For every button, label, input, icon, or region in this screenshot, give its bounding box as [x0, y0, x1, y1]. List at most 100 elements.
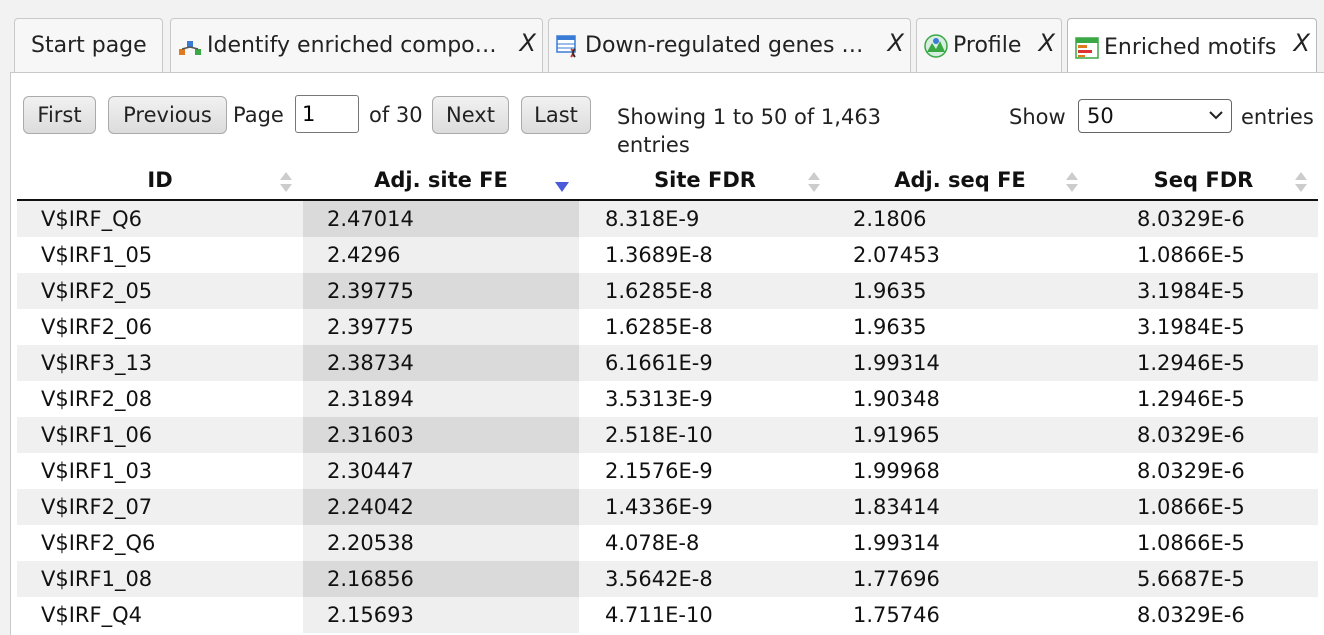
cell-adj-site-fe: 2.24042	[303, 489, 579, 525]
table-row[interactable]: V$IRF2_Q6 2.20538 4.078E-8 1.99314 1.0866E-5	[17, 525, 1318, 561]
cell-seq-fdr: 5.6687E-5	[1089, 561, 1318, 597]
cell-adj-seq-fe: 1.99314	[831, 345, 1089, 381]
cell-site-fdr: 1.6285E-8	[579, 309, 831, 345]
cell-adj-seq-fe: 2.07453	[831, 237, 1089, 273]
first-page-button[interactable]: First	[23, 96, 96, 134]
tab-down-regulated-genes[interactable]: Down-regulated genes … X	[548, 18, 911, 72]
column-header-seq-fdr[interactable]: Seq FDR	[1089, 161, 1318, 201]
tab-label: Identify enriched compo…	[207, 33, 497, 58]
tab-start-page[interactable]: Start page	[14, 18, 163, 72]
cell-site-fdr: 3.5642E-8	[579, 561, 831, 597]
tab-label: Enriched motifs	[1104, 35, 1277, 60]
table-row[interactable]: V$IRF1_03 2.30447 2.1576E-9 1.99968 8.0329E-…	[17, 453, 1318, 489]
profile-icon	[924, 33, 948, 58]
table-row[interactable]: V$IRF1_05 2.4296 1.3689E-8 2.07453 1.0866E-5	[17, 237, 1318, 273]
table-row[interactable]: V$IRF1_08 2.16856 3.5642E-8 1.77696 5.6687E-…	[17, 561, 1318, 597]
tab-bar: Start page Identify enriched compo… X Do…	[0, 0, 1324, 76]
tab-label: Profile	[953, 33, 1022, 58]
close-icon[interactable]: X	[519, 29, 536, 57]
entries-label: entries	[1241, 105, 1314, 129]
page-label: Page	[233, 103, 284, 127]
tab-label: Start page	[31, 33, 147, 58]
table-row[interactable]: V$IRF_Q4 2.15693 4.711E-10 1.75746 8.0329E-6	[17, 597, 1318, 633]
tab-profile[interactable]: Profile X	[916, 18, 1062, 72]
entries-per-page-value: 50	[1087, 104, 1114, 128]
cell-adj-seq-fe: 1.90348	[831, 381, 1089, 417]
cell-id: V$IRF1_08	[17, 561, 303, 597]
cell-site-fdr: 6.1661E-9	[579, 345, 831, 381]
show-label: Show	[1009, 105, 1066, 129]
sort-icon	[808, 172, 820, 192]
sort-icon	[1066, 172, 1078, 192]
cell-id: V$IRF3_13	[17, 345, 303, 381]
cell-site-fdr: 4.711E-10	[579, 597, 831, 633]
tab-label: Down-regulated genes …	[585, 33, 864, 58]
cell-id: V$IRF_Q4	[17, 597, 303, 633]
cell-id: V$IRF2_06	[17, 309, 303, 345]
column-header-adj-seq-fe[interactable]: Adj. seq FE	[831, 161, 1089, 201]
tab-enriched-motifs[interactable]: Enriched motifs X	[1067, 18, 1317, 76]
page-count-label: of 30	[369, 103, 423, 127]
sort-icon	[1295, 172, 1307, 192]
cell-adj-site-fe: 2.16856	[303, 561, 579, 597]
cell-seq-fdr: 8.0329E-6	[1089, 417, 1318, 453]
cell-adj-site-fe: 2.15693	[303, 597, 579, 633]
cell-id: V$IRF2_05	[17, 273, 303, 309]
cell-seq-fdr: 8.0329E-6	[1089, 200, 1318, 237]
next-page-button[interactable]: Next	[432, 96, 509, 134]
table-icon	[1075, 36, 1099, 59]
close-icon[interactable]: X	[1293, 29, 1310, 57]
cell-site-fdr: 3.5313E-9	[579, 381, 831, 417]
close-icon[interactable]: X	[1038, 29, 1055, 57]
cell-id: V$IRF_Q6	[17, 200, 303, 237]
cell-seq-fdr: 8.0329E-6	[1089, 597, 1318, 633]
table-row[interactable]: V$IRF3_13 2.38734 6.1661E-9 1.99314 1.2946E-…	[17, 345, 1318, 381]
table-row[interactable]: V$IRF2_05 2.39775 1.6285E-8 1.9635 3.1984E-5	[17, 273, 1318, 309]
content-panel: First Previous Page of 30 Next Last Show…	[10, 72, 1324, 635]
cell-seq-fdr: 1.0866E-5	[1089, 489, 1318, 525]
cell-adj-seq-fe: 2.1806	[831, 200, 1089, 237]
sort-descending-icon	[555, 182, 569, 192]
table-body: V$IRF_Q6 2.47014 8.318E-9 2.1806 8.0329E-6 V…	[17, 200, 1318, 633]
workflow-icon	[179, 40, 201, 55]
cell-seq-fdr: 3.1984E-5	[1089, 309, 1318, 345]
cell-site-fdr: 1.3689E-8	[579, 237, 831, 273]
cell-seq-fdr: 1.0866E-5	[1089, 237, 1318, 273]
column-header-site-fdr[interactable]: Site FDR	[579, 161, 831, 201]
sort-icon	[280, 172, 292, 192]
cell-adj-site-fe: 2.47014	[303, 200, 579, 237]
table-row[interactable]: V$IRF2_06 2.39775 1.6285E-8 1.9635 3.1984E-5	[17, 309, 1318, 345]
page-number-input[interactable]	[295, 95, 359, 133]
close-icon[interactable]: X	[887, 29, 904, 57]
table-row[interactable]: V$IRF2_07 2.24042 1.4336E-9 1.83414 1.0866E-…	[17, 489, 1318, 525]
table-gene-icon	[556, 34, 576, 58]
cell-id: V$IRF1_05	[17, 237, 303, 273]
cell-adj-seq-fe: 1.9635	[831, 309, 1089, 345]
cell-adj-site-fe: 2.4296	[303, 237, 579, 273]
table-row[interactable]: V$IRF2_08 2.31894 3.5313E-9 1.90348 1.2946E-…	[17, 381, 1318, 417]
cell-adj-site-fe: 2.20538	[303, 525, 579, 561]
tab-identify-enriched[interactable]: Identify enriched compo… X	[170, 18, 543, 72]
last-page-button[interactable]: Last	[521, 96, 591, 134]
table-header-row: ID Adj. site FE Site FDR Adj. seq FE Seq…	[17, 161, 1318, 201]
cell-site-fdr: 2.1576E-9	[579, 453, 831, 489]
cell-id: V$IRF1_06	[17, 417, 303, 453]
entries-per-page-select[interactable]: 50	[1078, 99, 1232, 133]
cell-adj-site-fe: 2.39775	[303, 273, 579, 309]
cell-adj-site-fe: 2.39775	[303, 309, 579, 345]
column-header-adj-site-fe[interactable]: Adj. site FE	[303, 161, 579, 201]
cell-adj-site-fe: 2.30447	[303, 453, 579, 489]
showing-info: Showing 1 to 50 of 1,463	[617, 105, 882, 129]
cell-site-fdr: 2.518E-10	[579, 417, 831, 453]
column-header-id[interactable]: ID	[17, 161, 303, 201]
cell-adj-site-fe: 2.31894	[303, 381, 579, 417]
cell-site-fdr: 1.6285E-8	[579, 273, 831, 309]
cell-adj-seq-fe: 1.83414	[831, 489, 1089, 525]
enriched-motifs-table: ID Adj. site FE Site FDR Adj. seq FE Seq…	[17, 161, 1318, 633]
table-row[interactable]: V$IRF_Q6 2.47014 8.318E-9 2.1806 8.0329E-6	[17, 200, 1318, 237]
cell-adj-seq-fe: 1.99968	[831, 453, 1089, 489]
cell-site-fdr: 8.318E-9	[579, 200, 831, 237]
cell-adj-seq-fe: 1.77696	[831, 561, 1089, 597]
previous-page-button[interactable]: Previous	[108, 96, 227, 134]
table-row[interactable]: V$IRF1_06 2.31603 2.518E-10 1.91965 8.0329E-…	[17, 417, 1318, 453]
